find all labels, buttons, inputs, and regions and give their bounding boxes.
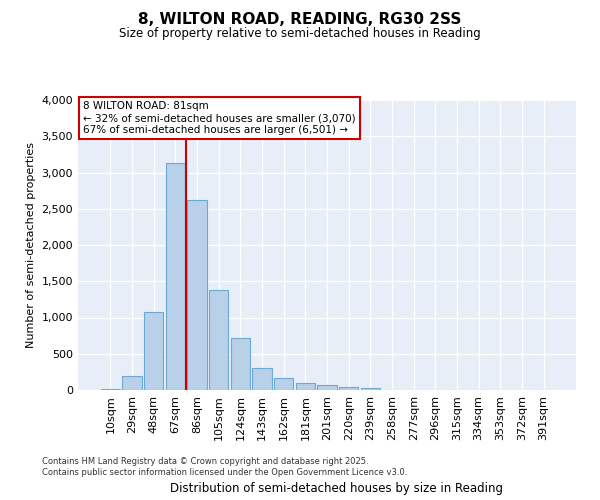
Text: Size of property relative to semi-detached houses in Reading: Size of property relative to semi-detach… <box>119 28 481 40</box>
Bar <box>166 163 185 390</box>
Bar <box>317 386 337 390</box>
Bar <box>144 312 163 390</box>
Bar <box>101 389 120 390</box>
Bar <box>361 388 380 390</box>
Bar <box>187 200 207 390</box>
Bar <box>274 378 293 390</box>
Text: Distribution of semi-detached houses by size in Reading: Distribution of semi-detached houses by … <box>170 482 503 495</box>
Text: Contains HM Land Registry data © Crown copyright and database right 2025.
Contai: Contains HM Land Registry data © Crown c… <box>42 458 407 477</box>
Bar <box>209 290 229 390</box>
Y-axis label: Number of semi-detached properties: Number of semi-detached properties <box>26 142 36 348</box>
Text: 8, WILTON ROAD, READING, RG30 2SS: 8, WILTON ROAD, READING, RG30 2SS <box>139 12 461 28</box>
Text: 8 WILTON ROAD: 81sqm
← 32% of semi-detached houses are smaller (3,070)
67% of se: 8 WILTON ROAD: 81sqm ← 32% of semi-detac… <box>83 102 356 134</box>
Bar <box>230 338 250 390</box>
Bar <box>122 376 142 390</box>
Bar <box>296 383 315 390</box>
Bar <box>339 387 358 390</box>
Bar <box>252 368 272 390</box>
